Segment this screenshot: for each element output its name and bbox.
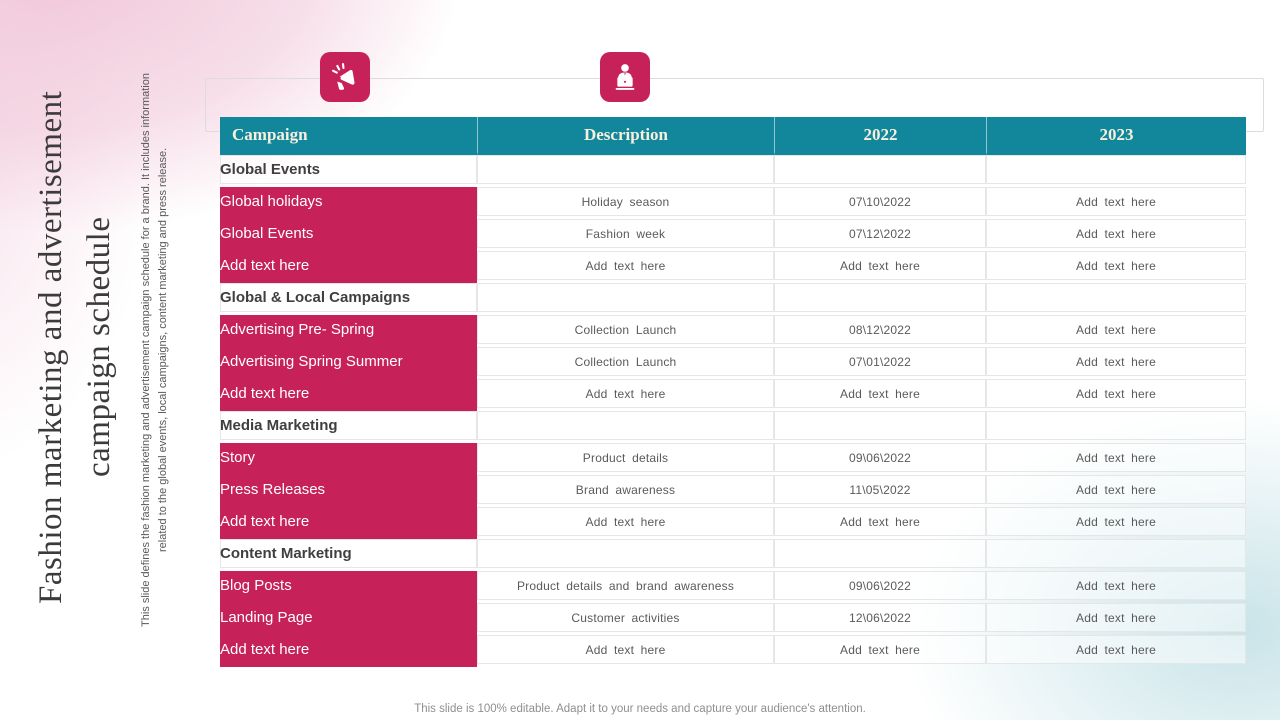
year-2023-cell xyxy=(986,283,1246,315)
year-2022-cell xyxy=(774,411,986,443)
section-label-cell: Media Marketing xyxy=(220,411,477,443)
description-cell xyxy=(477,411,774,443)
year-2023-cell[interactable]: Add text here xyxy=(986,443,1246,475)
page-subtitle: This slide defines the fashion marketing… xyxy=(140,73,170,627)
description-cell[interactable]: Add text here xyxy=(477,379,774,411)
year-2022-cell[interactable]: Add text here xyxy=(774,379,986,411)
year-2023-cell[interactable]: Add text here xyxy=(986,379,1246,411)
page-title: Fashion marketing and advertisement camp… xyxy=(33,90,117,604)
campaign-row: Advertising Spring Summer Collection Laun… xyxy=(220,347,1246,379)
year-2023-cell[interactable]: Add text here xyxy=(986,219,1246,251)
description-cell: Product details and brand awareness xyxy=(477,571,774,603)
year-2023-cell[interactable]: Add text here xyxy=(986,475,1246,507)
year-2022-cell[interactable]: Add text here xyxy=(774,251,986,283)
year-2022-cell: 07\12\2022 xyxy=(774,219,986,251)
campaign-cell: Story xyxy=(220,443,477,475)
presenter-laptop-icon xyxy=(600,52,650,102)
table-body: Global Events Global holidays Holiday seas… xyxy=(220,155,1246,667)
campaign-cell: Global holidays xyxy=(220,187,477,219)
campaign-cell: Press Releases xyxy=(220,475,477,507)
section-row: Media Marketing xyxy=(220,411,1246,443)
campaign-cell: Blog Posts xyxy=(220,571,477,603)
description-cell: Holiday season xyxy=(477,187,774,219)
year-2022-cell: 09\06\2022 xyxy=(774,571,986,603)
year-2022-cell xyxy=(774,283,986,315)
year-2022-cell: 08\12\2022 xyxy=(774,315,986,347)
section-label-cell: Content Marketing xyxy=(220,539,477,571)
year-2022-cell[interactable]: Add text here xyxy=(774,507,986,539)
year-2022-cell: 12\06\2022 xyxy=(774,603,986,635)
description-cell[interactable]: Add text here xyxy=(477,635,774,667)
description-cell: Brand awareness xyxy=(477,475,774,507)
section-row: Global & Local Campaigns xyxy=(220,283,1246,315)
description-cell xyxy=(477,155,774,187)
year-2022-cell: 11\05\2022 xyxy=(774,475,986,507)
year-2022-cell xyxy=(774,539,986,571)
campaign-cell: Advertising Pre- Spring xyxy=(220,315,477,347)
campaign-cell: Advertising Spring Summer xyxy=(220,347,477,379)
year-2022-cell xyxy=(774,155,986,187)
campaign-row: Add text here Add text here Add text here A… xyxy=(220,379,1246,411)
year-2022-cell[interactable]: Add text here xyxy=(774,635,986,667)
year-2022-cell: 09\06\2022 xyxy=(774,443,986,475)
description-cell: Product details xyxy=(477,443,774,475)
campaign-cell: Landing Page xyxy=(220,603,477,635)
description-cell xyxy=(477,283,774,315)
description-cell: Fashion week xyxy=(477,219,774,251)
campaign-row: Global holidays Holiday season 07\10\2022 A… xyxy=(220,187,1246,219)
section-row: Global Events xyxy=(220,155,1246,187)
year-2023-cell[interactable]: Add text here xyxy=(986,347,1246,379)
campaign-row: Story Product details 09\06\2022 Add text h… xyxy=(220,443,1246,475)
description-cell: Collection Launch xyxy=(477,315,774,347)
campaign-row: Press Releases Brand awareness 11\05\2022 A… xyxy=(220,475,1246,507)
campaign-cell[interactable]: Add text here xyxy=(220,379,477,411)
description-cell: Collection Launch xyxy=(477,347,774,379)
campaign-row: Global Events Fashion week 07\12\2022 Add t… xyxy=(220,219,1246,251)
column-header-2022: 2022 xyxy=(774,117,986,155)
year-2023-cell[interactable]: Add text here xyxy=(986,251,1246,283)
section-label-cell: Global Events xyxy=(220,155,477,187)
megaphone-icon xyxy=(320,52,370,102)
year-2022-cell: 07\10\2022 xyxy=(774,187,986,219)
section-row: Content Marketing xyxy=(220,539,1246,571)
campaign-row: Add text here Add text here Add text here A… xyxy=(220,635,1246,667)
year-2023-cell[interactable]: Add text here xyxy=(986,315,1246,347)
year-2023-cell[interactable]: Add text here xyxy=(986,603,1246,635)
year-2023-cell[interactable]: Add text here xyxy=(986,571,1246,603)
year-2023-cell[interactable]: Add text here xyxy=(986,187,1246,219)
table-header-row: Campaign Description 2022 2023 xyxy=(220,117,1246,155)
campaign-row: Add text here Add text here Add text here A… xyxy=(220,251,1246,283)
campaign-row: Blog Posts Product details and brand awar… xyxy=(220,571,1246,603)
year-2023-cell xyxy=(986,155,1246,187)
campaign-row: Advertising Pre- Spring Collection Launch… xyxy=(220,315,1246,347)
campaign-cell[interactable]: Add text here xyxy=(220,635,477,667)
column-header-description: Description xyxy=(477,117,774,155)
campaign-cell: Global Events xyxy=(220,219,477,251)
section-label-cell: Global & Local Campaigns xyxy=(220,283,477,315)
description-cell xyxy=(477,539,774,571)
campaign-row: Landing Page Customer activities 12\06\202… xyxy=(220,603,1246,635)
year-2023-cell xyxy=(986,539,1246,571)
year-2023-cell xyxy=(986,411,1246,443)
campaign-row: Add text here Add text here Add text here A… xyxy=(220,507,1246,539)
description-cell: Customer activities xyxy=(477,603,774,635)
footer-note: This slide is 100% editable. Adapt it to… xyxy=(414,703,866,715)
year-2023-cell[interactable]: Add text here xyxy=(986,635,1246,667)
column-header-2023: 2023 xyxy=(986,117,1246,155)
campaign-schedule-table: Campaign Description 2022 2023 Global Event… xyxy=(220,117,1246,667)
year-2022-cell: 07\01\2022 xyxy=(774,347,986,379)
description-cell[interactable]: Add text here xyxy=(477,507,774,539)
column-header-campaign: Campaign xyxy=(220,117,477,155)
campaign-cell[interactable]: Add text here xyxy=(220,251,477,283)
description-cell[interactable]: Add text here xyxy=(477,251,774,283)
year-2023-cell[interactable]: Add text here xyxy=(986,507,1246,539)
campaign-cell[interactable]: Add text here xyxy=(220,507,477,539)
